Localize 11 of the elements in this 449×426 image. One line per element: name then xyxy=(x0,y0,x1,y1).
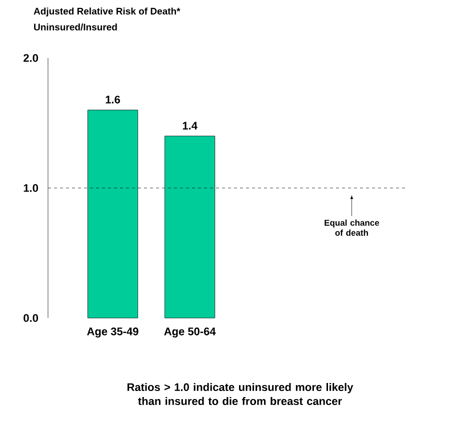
x-tick-label: Age 50-64 xyxy=(164,328,216,338)
data-label: 1.6 xyxy=(106,96,120,104)
y-tick-label: 0.0 xyxy=(24,314,38,322)
x-tick-label: Age 35-49 xyxy=(87,328,138,338)
y-tick-label: 1.0 xyxy=(24,184,38,192)
y-tick-label: 2.0 xyxy=(24,54,38,62)
text: Equal chance of death xyxy=(324,220,380,236)
text: Ratios > 1.0 indicate uninsured more likely than insured to die from breast cancer xyxy=(127,382,354,406)
data-label: 1.4 xyxy=(182,122,198,130)
chart-title: Adjusted Relative Risk of Death* xyxy=(34,8,180,16)
chart-subtitle: Uninsured/Insured xyxy=(34,23,117,31)
